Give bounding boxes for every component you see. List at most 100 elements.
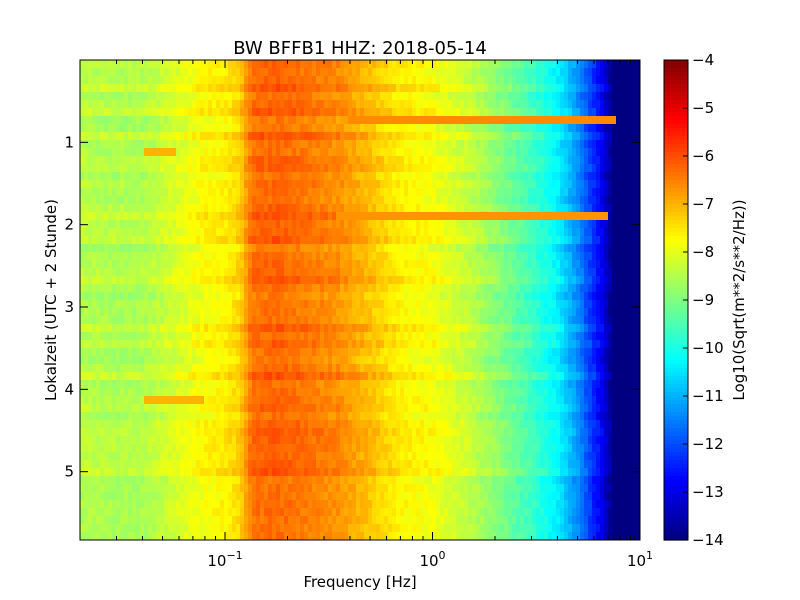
heatmap-cell <box>604 60 609 69</box>
heatmap-cell <box>368 92 373 101</box>
heatmap-cell <box>460 316 465 325</box>
heatmap-cell <box>240 308 245 317</box>
heatmap-cell <box>412 148 417 157</box>
heatmap-cell <box>384 132 389 141</box>
heatmap-cell <box>496 212 501 221</box>
heatmap-cell <box>512 300 517 309</box>
heatmap-cell <box>452 132 457 141</box>
heatmap-cell <box>252 204 257 213</box>
heatmap-cell <box>512 180 517 189</box>
heatmap-cell <box>284 228 289 237</box>
heatmap-cell <box>428 196 433 205</box>
heatmap-cell <box>340 116 345 125</box>
heatmap-cell <box>540 116 545 125</box>
heatmap-cell <box>528 140 533 149</box>
heatmap-cell <box>412 188 417 197</box>
heatmap-cell <box>484 228 489 237</box>
heatmap-cell <box>192 260 197 269</box>
heatmap-cell <box>540 244 545 253</box>
heatmap-cell <box>528 324 533 333</box>
heatmap-cell <box>584 100 589 109</box>
heatmap-cell <box>256 300 261 309</box>
heatmap-cell <box>352 172 357 181</box>
heatmap-cell <box>608 100 613 109</box>
heatmap-cell <box>600 268 605 277</box>
heatmap-cell <box>348 188 353 197</box>
heatmap-cell <box>472 228 477 237</box>
heatmap-cell <box>180 324 185 333</box>
heatmap-cell <box>168 268 173 277</box>
heatmap-cell <box>284 60 289 69</box>
heatmap-cell <box>300 172 305 181</box>
heatmap-cell <box>376 332 381 341</box>
heatmap-cell <box>320 340 325 349</box>
heatmap-cell <box>388 204 393 213</box>
heatmap-cell <box>116 284 121 293</box>
heatmap-cell <box>228 100 233 109</box>
heatmap-cell <box>164 204 169 213</box>
heatmap-cell <box>156 116 161 125</box>
heatmap-cell <box>492 260 497 269</box>
heatmap-cell <box>528 76 533 85</box>
heatmap-cell <box>108 60 113 69</box>
heatmap-cell <box>412 228 417 237</box>
heatmap-cell <box>152 260 157 269</box>
heatmap-cell <box>468 252 473 261</box>
heatmap-cell <box>224 236 229 245</box>
heatmap-cell <box>120 180 125 189</box>
heatmap-cell <box>312 124 317 133</box>
heatmap-cell <box>248 340 253 349</box>
heatmap-cell <box>584 220 589 229</box>
heatmap-cell <box>488 324 493 333</box>
heatmap-cell <box>576 124 581 133</box>
heatmap-cell <box>544 316 549 325</box>
heatmap-cell <box>556 180 561 189</box>
heatmap-cell <box>240 140 245 149</box>
heatmap-cell <box>476 124 481 133</box>
heatmap-cell <box>564 332 569 341</box>
heatmap-cell <box>516 276 521 285</box>
heatmap-cell <box>524 124 529 133</box>
heatmap-cell <box>356 228 361 237</box>
heatmap-cell <box>616 284 621 293</box>
heatmap-cell <box>144 68 149 77</box>
heatmap-cell <box>264 68 269 77</box>
heatmap-cell <box>360 124 365 133</box>
heatmap-cell <box>464 108 469 117</box>
heatmap-cell <box>396 108 401 117</box>
heatmap-cell <box>204 332 209 341</box>
heatmap-cell <box>136 252 141 261</box>
heatmap-cell <box>116 180 121 189</box>
heatmap-cell <box>212 252 217 261</box>
heatmap-cell <box>472 172 477 181</box>
heatmap-cell <box>620 188 625 197</box>
heatmap-cell <box>584 236 589 245</box>
heatmap-cell <box>412 204 417 213</box>
heatmap-cell <box>592 228 597 237</box>
heatmap-cell <box>184 116 189 125</box>
heatmap-cell <box>212 92 217 101</box>
heatmap-cell <box>480 196 485 205</box>
heatmap-cell <box>252 300 257 309</box>
heatmap-cell <box>188 188 193 197</box>
heatmap-cell <box>460 308 465 317</box>
heatmap-cell <box>540 196 545 205</box>
heatmap-cell <box>356 300 361 309</box>
heatmap-cell <box>416 204 421 213</box>
heatmap-cell <box>320 132 325 141</box>
heatmap-cell <box>188 92 193 101</box>
heatmap-cell <box>632 156 637 165</box>
heatmap-cell <box>288 76 293 85</box>
heatmap-cell <box>448 140 453 149</box>
heatmap-cell <box>284 68 289 77</box>
heatmap-cell <box>424 60 429 69</box>
heatmap-cell <box>84 300 89 309</box>
heatmap-cell <box>600 140 605 149</box>
heatmap-cell <box>504 124 509 133</box>
heatmap-cell <box>252 76 257 85</box>
heatmap-cell <box>160 316 165 325</box>
heatmap-cell <box>604 76 609 85</box>
heatmap-cell <box>544 252 549 261</box>
heatmap-cell <box>168 124 173 133</box>
heatmap-cell <box>608 204 613 213</box>
